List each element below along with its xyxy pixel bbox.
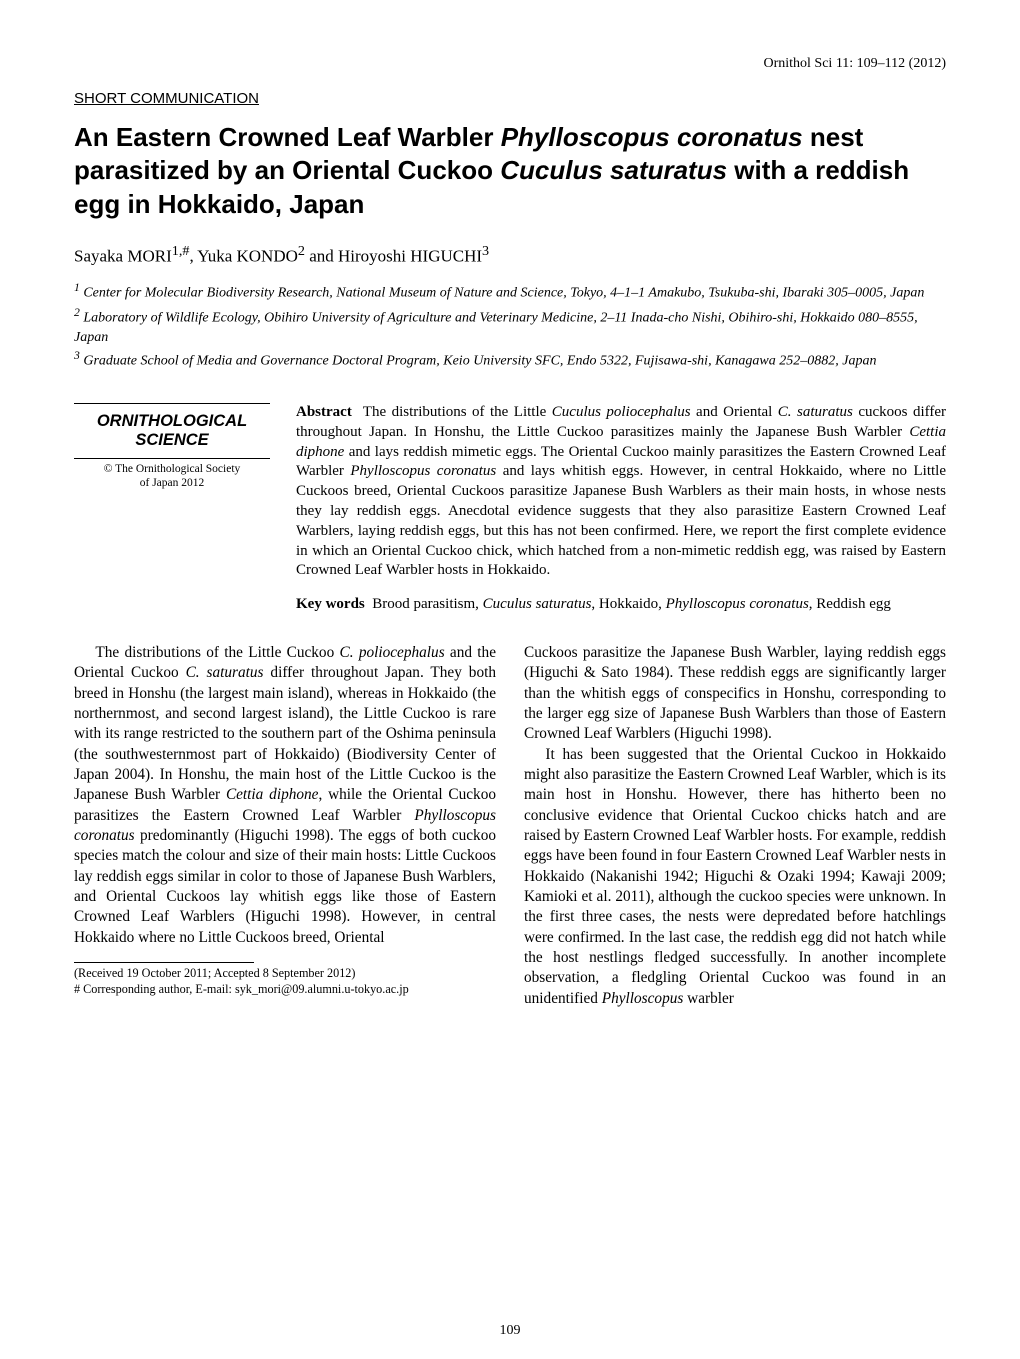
body-para-2: Cuckoos parasitize the Japanese Bush War… <box>524 643 946 745</box>
journal-name-line2: SCIENCE <box>135 431 208 449</box>
article-title: An Eastern Crowned Leaf Warbler Phyllosc… <box>74 121 946 221</box>
journal-copy-line1: © The Ornithological Society <box>104 463 241 475</box>
page-number: 109 <box>0 1323 1020 1339</box>
authors: Sayaka MORI1,#, Yuka KONDO2 and Hiroyosh… <box>74 243 946 267</box>
affil-sup-2: 2 <box>74 306 80 319</box>
affil-text-2: Laboratory of Wildlife Ecology, Obihiro … <box>74 311 918 345</box>
body-para-1: The distributions of the Little Cuckoo C… <box>74 643 496 948</box>
page: Ornithol Sci 11: 109–112 (2012) SHORT CO… <box>0 0 1020 1359</box>
journal-name: ORNITHOLOGICAL SCIENCE <box>74 410 270 452</box>
title-seg1: An Eastern Crowned Leaf Warbler <box>74 122 501 152</box>
footnote-corresponding: # Corresponding author, E-mail: syk_mori… <box>74 982 496 998</box>
section-label: SHORT COMMUNICATION <box>74 90 946 107</box>
title-sci1: Phylloscopus coronatus <box>501 122 803 152</box>
journal-box: ORNITHOLOGICAL SCIENCE © The Ornithologi… <box>74 403 270 491</box>
abstract-body: The distributions of the Little Cuculus … <box>296 404 946 578</box>
footnote-received: (Received 19 October 2011; Accepted 8 Se… <box>74 966 496 982</box>
journal-copyright: © The Ornithological Society of Japan 20… <box>74 459 270 491</box>
affil-text-3: Graduate School of Media and Governance … <box>83 354 876 369</box>
journal-name-line1: ORNITHOLOGICAL <box>97 412 247 430</box>
affiliation-1: 1 Center for Molecular Biodiversity Rese… <box>74 280 946 304</box>
footnote-block: (Received 19 October 2011; Accepted 8 Se… <box>74 962 496 997</box>
body-para-3: It has been suggested that the Oriental … <box>524 745 946 1009</box>
journal-copy-line2: of Japan 2012 <box>140 477 205 489</box>
keywords-label: Key words <box>296 596 365 612</box>
running-head: Ornithol Sci 11: 109–112 (2012) <box>74 56 946 72</box>
abstract-text: Abstract The distributions of the Little… <box>296 403 946 581</box>
affiliation-3: 3 Graduate School of Media and Governanc… <box>74 348 946 372</box>
affiliation-2: 2 Laboratory of Wildlife Ecology, Obihir… <box>74 305 946 347</box>
affil-text-1: Center for Molecular Biodiversity Resear… <box>83 286 924 301</box>
affil-sup-3: 3 <box>74 349 80 362</box>
abstract-label: Abstract <box>296 404 352 420</box>
affil-sup-1: 1 <box>74 281 80 294</box>
footnote-rule <box>74 962 254 963</box>
abstract-column: Abstract The distributions of the Little… <box>296 403 946 615</box>
affiliations: 1 Center for Molecular Biodiversity Rese… <box>74 280 946 372</box>
abstract-block: ORNITHOLOGICAL SCIENCE © The Ornithologi… <box>74 403 946 615</box>
rule-top <box>74 403 270 404</box>
keywords: Key words Brood parasitism, Cuculus satu… <box>296 595 946 615</box>
body-columns: The distributions of the Little Cuckoo C… <box>74 643 946 1009</box>
title-sci2: Cuculus saturatus <box>500 155 727 185</box>
keywords-body: Brood parasitism, Cuculus saturatus, Hok… <box>372 596 891 612</box>
